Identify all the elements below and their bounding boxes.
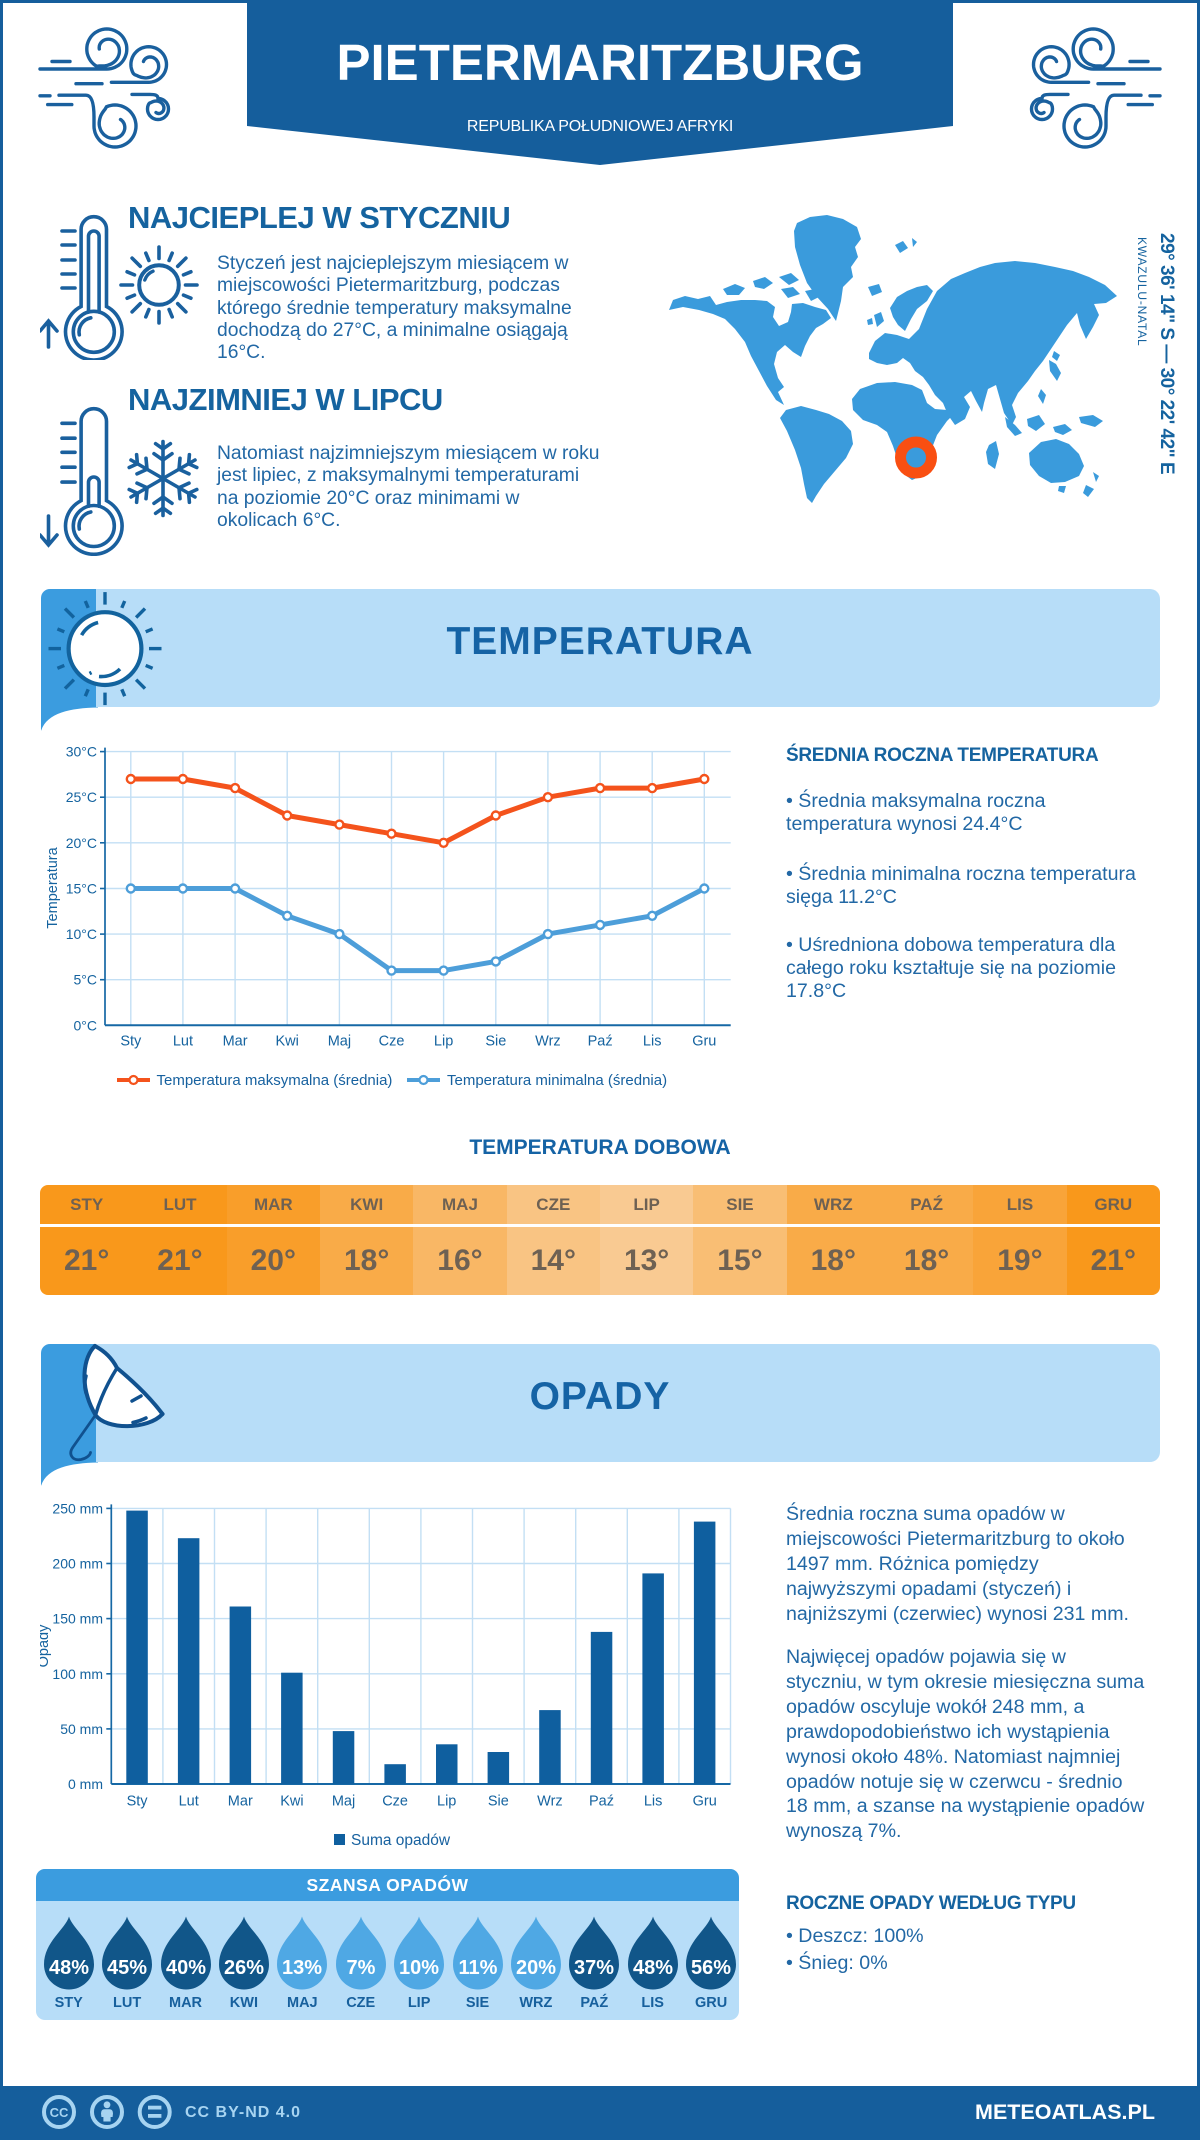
svg-text:15°C: 15°C — [66, 881, 97, 897]
svg-text:Temperatura minimalna (średnia: Temperatura minimalna (średnia) — [447, 1072, 667, 1089]
svg-text:30°C: 30°C — [66, 744, 97, 760]
svg-text:20%: 20% — [516, 1957, 556, 1979]
svg-text:0°C: 0°C — [74, 1017, 98, 1033]
svg-text:Sty: Sty — [127, 1794, 149, 1810]
svg-text:Lut: Lut — [179, 1794, 199, 1810]
svg-text:Wrz: Wrz — [535, 1034, 561, 1050]
svg-text:Kwi: Kwi — [276, 1034, 299, 1050]
svg-text:10%: 10% — [399, 1957, 439, 1979]
svg-text:Suma opadów: Suma opadów — [351, 1832, 451, 1849]
svg-text:CC: CC — [50, 2105, 69, 2120]
svg-text:Sty: Sty — [120, 1034, 142, 1050]
svg-text:56%: 56% — [691, 1957, 731, 1979]
svg-text:Paź: Paź — [588, 1034, 613, 1050]
svg-text:13%: 13% — [282, 1957, 322, 1979]
svg-text:150 mm: 150 mm — [52, 1611, 103, 1627]
svg-text:Lip: Lip — [437, 1794, 456, 1810]
svg-text:Sie: Sie — [488, 1794, 509, 1810]
svg-text:Cze: Cze — [382, 1794, 408, 1810]
svg-text:Gru: Gru — [692, 1034, 716, 1050]
svg-text:Lip: Lip — [434, 1034, 453, 1050]
svg-text:48%: 48% — [633, 1957, 673, 1979]
svg-text:Mar: Mar — [223, 1034, 248, 1050]
svg-text:Maj: Maj — [328, 1034, 351, 1050]
svg-text:250 mm: 250 mm — [52, 1500, 103, 1516]
svg-text:100 mm: 100 mm — [52, 1666, 103, 1682]
svg-text:40%: 40% — [165, 1957, 205, 1979]
svg-text:Temperatura: Temperatura — [45, 846, 61, 928]
svg-text:0 mm: 0 mm — [68, 1776, 103, 1792]
svg-text:Opady: Opady — [40, 1624, 52, 1667]
svg-text:45%: 45% — [107, 1957, 147, 1979]
svg-text:10°C: 10°C — [66, 926, 97, 942]
svg-text:Lis: Lis — [644, 1794, 663, 1810]
svg-text:Gru: Gru — [693, 1794, 717, 1810]
svg-text:37%: 37% — [574, 1957, 614, 1979]
svg-text:25°C: 25°C — [66, 789, 97, 805]
svg-text:200 mm: 200 mm — [52, 1556, 103, 1572]
svg-text:Maj: Maj — [332, 1794, 355, 1810]
svg-text:Lut: Lut — [173, 1034, 193, 1050]
svg-text:Cze: Cze — [379, 1034, 405, 1050]
svg-text:20°C: 20°C — [66, 835, 97, 851]
svg-text:11%: 11% — [458, 1957, 497, 1979]
svg-text:Paź: Paź — [589, 1794, 614, 1810]
svg-text:5°C: 5°C — [74, 972, 98, 988]
svg-text:Mar: Mar — [228, 1794, 253, 1810]
svg-text:26%: 26% — [224, 1957, 264, 1979]
svg-text:Temperatura maksymalna (średni: Temperatura maksymalna (średnia) — [157, 1072, 393, 1089]
svg-text:50 mm: 50 mm — [60, 1721, 103, 1737]
svg-text:Kwi: Kwi — [280, 1794, 303, 1810]
svg-text:Sie: Sie — [485, 1034, 506, 1050]
svg-text:Lis: Lis — [643, 1034, 662, 1050]
svg-text:48%: 48% — [49, 1957, 89, 1979]
svg-text:Wrz: Wrz — [537, 1794, 563, 1810]
svg-text:7%: 7% — [346, 1957, 375, 1979]
